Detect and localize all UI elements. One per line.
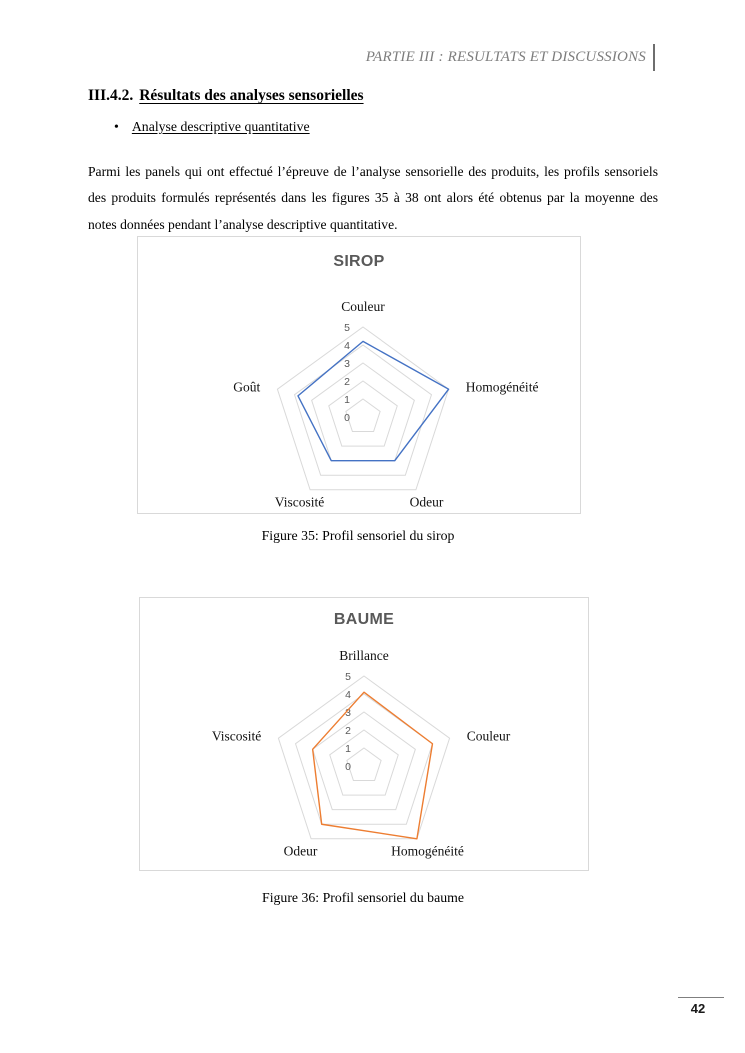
axis-category-label: Couleur (341, 299, 385, 314)
running-header: PARTIE III : RESULTATS ET DISCUSSIONS (366, 44, 655, 71)
radial-tick-label: 3 (345, 707, 351, 719)
axis-category-label: Viscosité (275, 494, 324, 509)
running-header-text: PARTIE III : RESULTATS ET DISCUSSIONS (365, 49, 646, 65)
footer-rule (678, 997, 724, 998)
figure-35-chart-area: 0 1 2 3 4 5 Couleur Homogénéité Odeur Viscosité Go… (137, 236, 581, 514)
axis-category-label: Goût (233, 380, 260, 395)
axis-category-label: Homogénéité (466, 380, 539, 395)
radar-chart-sirop: 0 1 2 3 4 5 Couleur Homogénéité Odeur Viscosité Go… (233, 299, 539, 509)
bullet-item-label: Analyse descriptive quantitative (131, 119, 310, 134)
radial-tick-label: 1 (344, 394, 350, 406)
data-series-line (311, 691, 434, 840)
axis-category-label: Viscosité (212, 729, 261, 744)
radial-tick-label: 3 (344, 358, 350, 370)
figure-36-caption: Figure 36: Profil sensoriel du baume (262, 890, 464, 905)
section-number: III.4.2. (88, 87, 134, 104)
axis-category-label: Odeur (410, 494, 444, 509)
radial-tick-label: 2 (344, 376, 350, 388)
header-divider (653, 44, 655, 71)
radial-tick-label: 2 (345, 725, 351, 737)
axis-category-label: Couleur (467, 729, 511, 744)
radial-tick-label: 0 (344, 412, 350, 424)
figure-36-chart-area: 0 1 2 3 4 5 Brillance Couleur Homogénéité Odeur Vi… (139, 597, 589, 871)
radar-chart-baume: 0 1 2 3 4 5 Brillance Couleur Homogénéité Odeur Vi… (212, 648, 511, 858)
radial-tick-label: 4 (344, 340, 350, 352)
section-heading: III.4.2. Résultats des analyses sensoriel… (88, 87, 364, 105)
chart-title-baume: BAUME (333, 611, 395, 628)
radial-tick-label: 5 (345, 671, 351, 683)
data-series-line (297, 340, 450, 462)
radial-tick-label: 0 (345, 761, 351, 773)
section-title: Résultats des analyses sensorielles (139, 87, 364, 104)
radial-tick-label: 5 (344, 322, 350, 334)
body-paragraph: Parmi les panels qui ont effectué l’épre… (88, 163, 658, 232)
axis-category-label: Homogénéité (391, 843, 464, 858)
bullet-icon: • (114, 119, 119, 134)
chart-title-sirop: SIROP (333, 253, 385, 270)
page-number: 42 (690, 1001, 706, 1016)
radial-tick-label: 1 (345, 743, 351, 755)
figure-35-caption: Figure 35: Profil sensoriel du sirop (261, 528, 455, 543)
axis-category-label: Odeur (284, 843, 318, 858)
bullet-item: • Analyse descriptive quantitative (114, 119, 310, 135)
radial-tick-label: 4 (345, 689, 351, 701)
axis-category-label: Brillance (339, 648, 388, 663)
